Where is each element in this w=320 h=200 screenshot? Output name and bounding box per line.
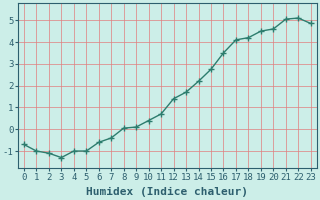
- X-axis label: Humidex (Indice chaleur): Humidex (Indice chaleur): [86, 187, 248, 197]
